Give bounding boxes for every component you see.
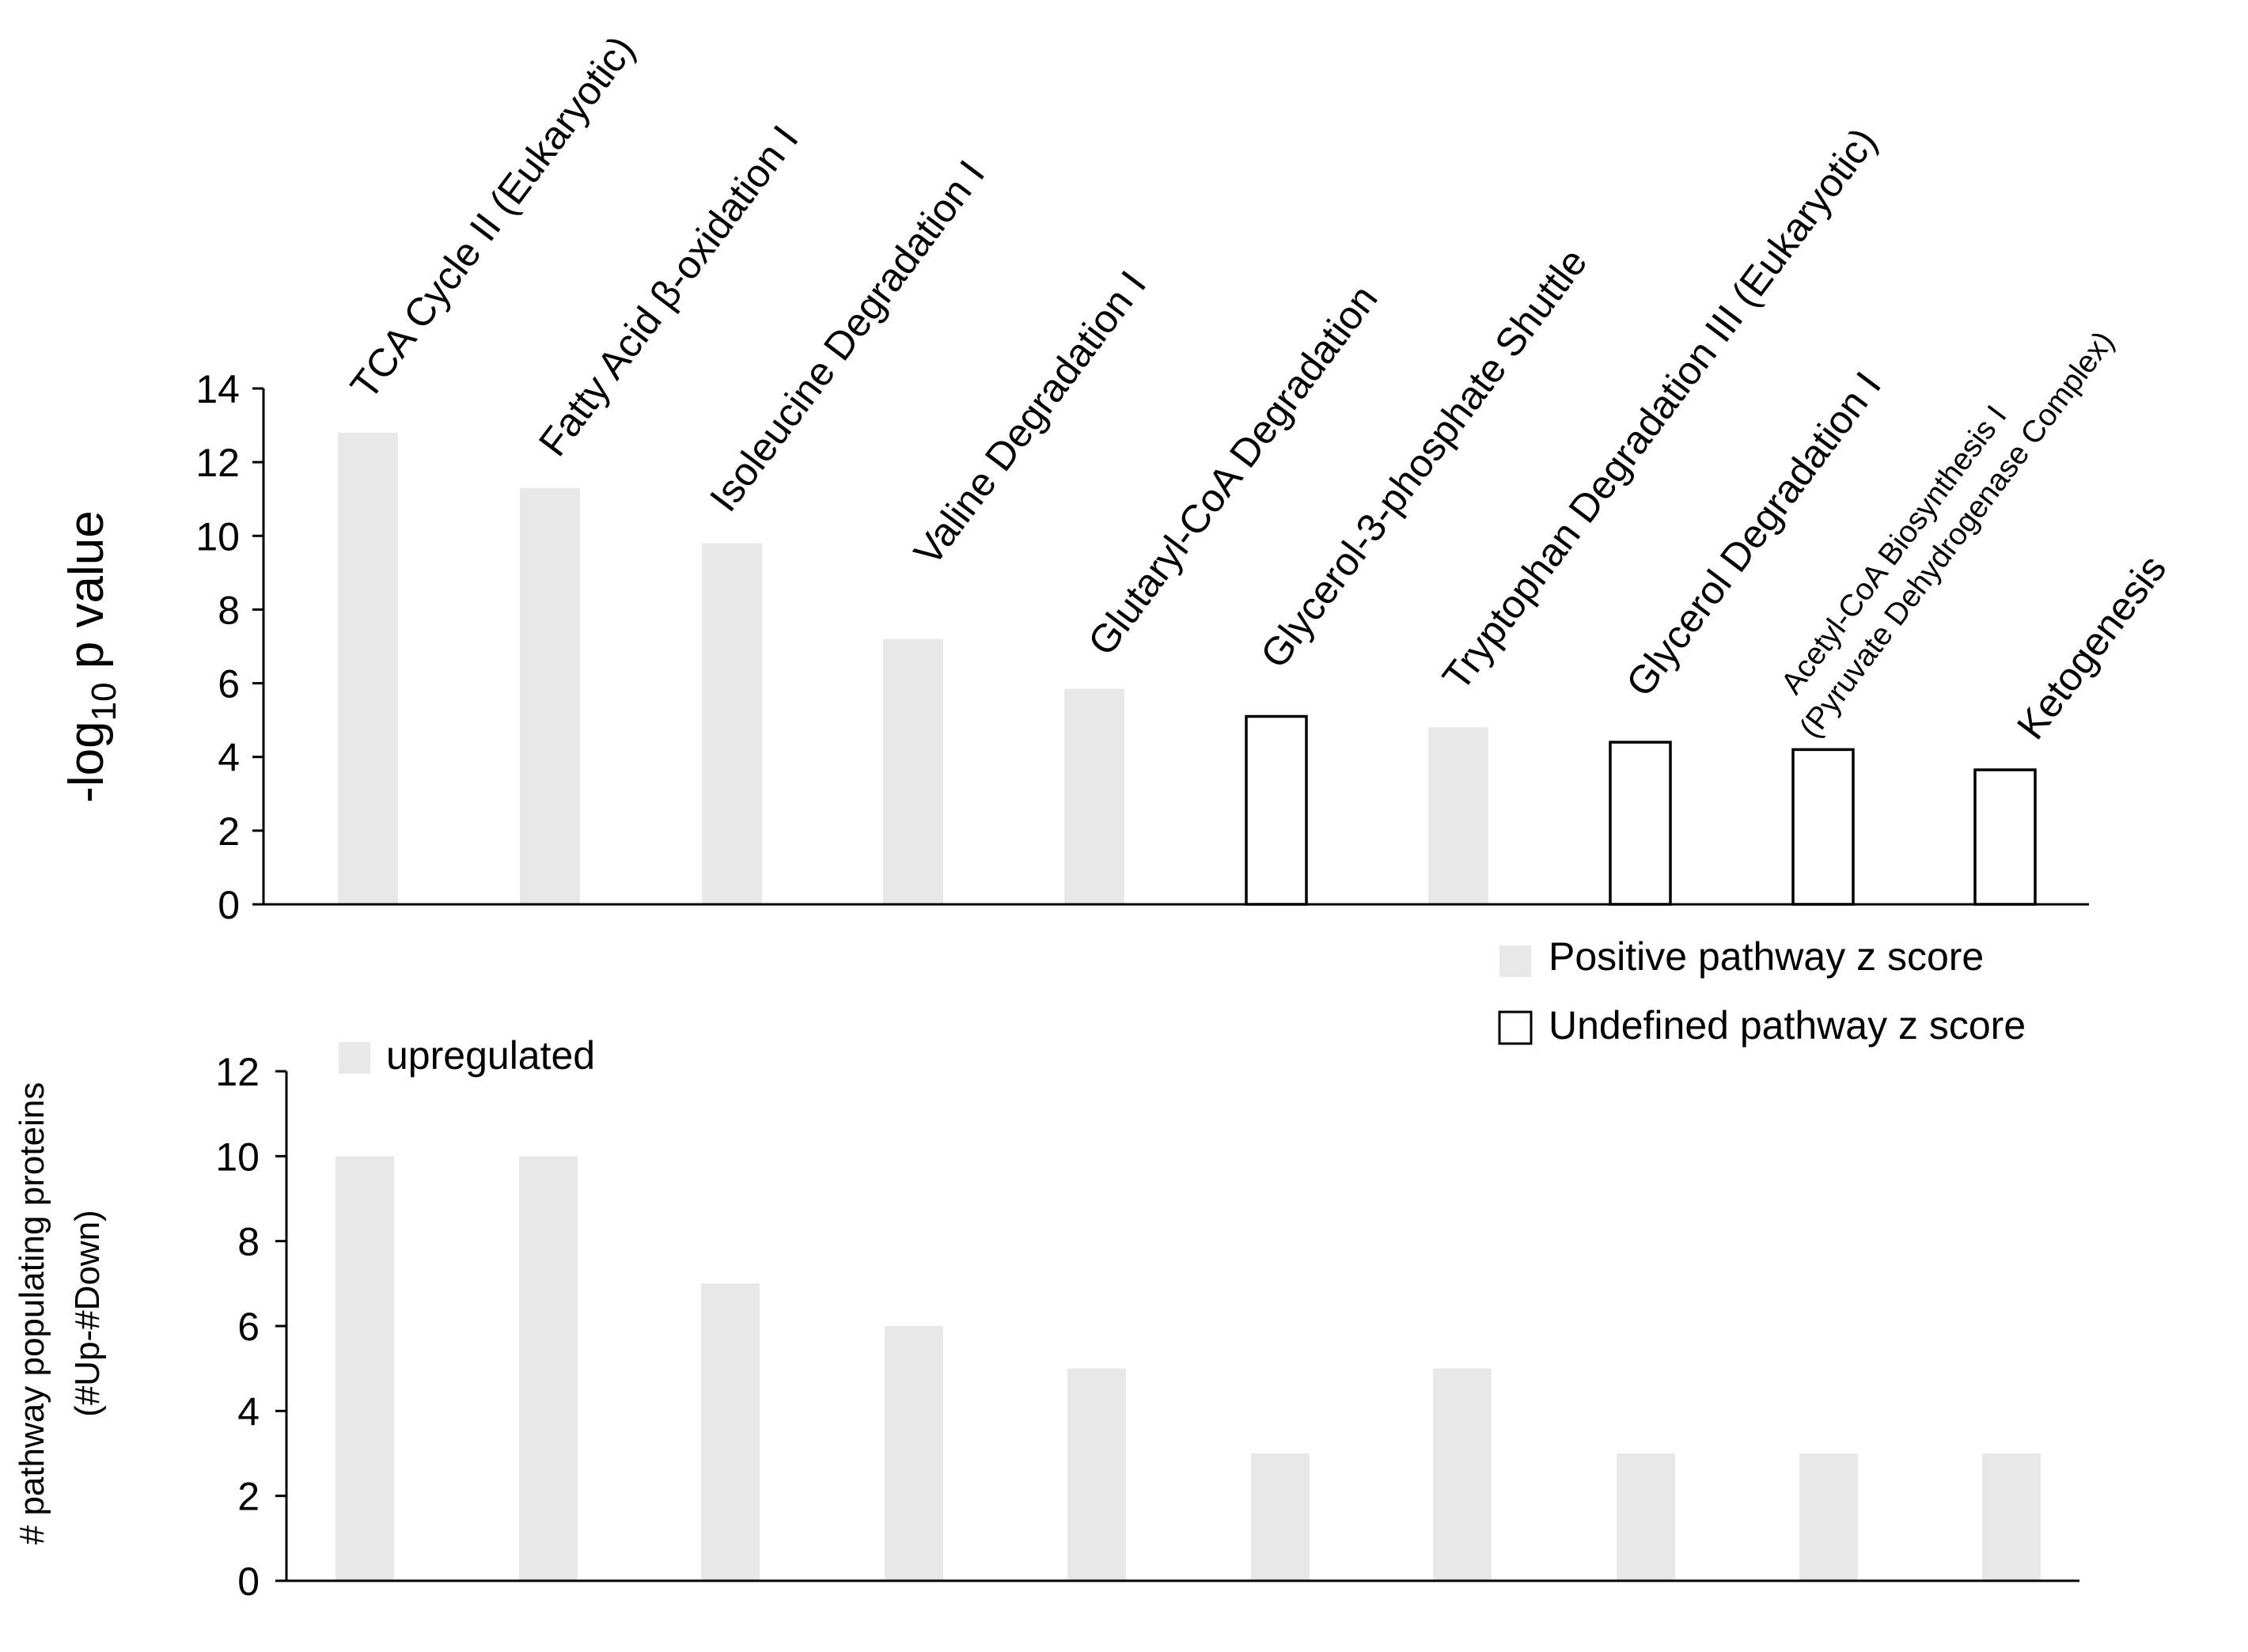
top-bar-4 (883, 638, 943, 904)
top-y-tick-label: 4 (218, 736, 240, 780)
top-category-label-6: Glycerol-3-phosphate Shuttle (1252, 241, 1595, 676)
top-bar-5 (1064, 688, 1124, 904)
top-category-labels: TCA Cycle II (Eukaryotic)Fatty Acid β-ox… (342, 28, 2174, 748)
top-bar-7 (1428, 727, 1488, 904)
top-category-label-4: Valine Degradation I (905, 263, 1154, 574)
bottom-y-tick-label: 6 (237, 1305, 260, 1349)
top-bar-9 (1791, 748, 1855, 906)
bottom-y-tick-label: 10 (215, 1135, 260, 1179)
top-bar-2 (520, 487, 580, 904)
top-y-tick-label: 2 (218, 809, 240, 854)
bottom-y-tick-label: 4 (237, 1389, 260, 1434)
bottom-bar-7 (1433, 1368, 1492, 1581)
legend-swatch-positive (1499, 945, 1531, 977)
top-bar-10 (1973, 768, 2037, 906)
top-y-tick-label: 12 (195, 441, 240, 485)
top-bar-8 (1609, 741, 1672, 906)
bottom-legend: upregulated (339, 1033, 595, 1078)
bottom-y-tick-label: 0 (237, 1559, 260, 1604)
bottom-bars (335, 1156, 2041, 1581)
top-category-label-7: Tryptophan Degradation III (Eukaryotic) (1434, 119, 1885, 698)
bottom-bar-5 (1067, 1368, 1126, 1581)
top-bars (338, 432, 2037, 906)
top-legend: Positive pathway z score Undefined pathw… (1498, 934, 2026, 1048)
bottom-y-axis-label-line1: # pathway populating proteins (13, 1082, 51, 1545)
legend-swatch-upregulated (339, 1042, 370, 1074)
bottom-y-tick-label: 8 (237, 1220, 260, 1264)
bottom-y-axis-ticks: 0 2 4 6 8 10 12 (215, 1050, 286, 1604)
legend-label-undefined: Undefined pathway z score (1549, 1003, 2026, 1048)
bottom-bar-1 (335, 1156, 394, 1581)
legend-swatch-undefined (1498, 1010, 1533, 1045)
top-y-tick-label: 10 (195, 514, 240, 559)
top-bar-3 (702, 543, 762, 904)
legend-label-upregulated: upregulated (386, 1033, 595, 1078)
bottom-bar-10 (1982, 1453, 2041, 1581)
bottom-bar-9 (1799, 1453, 1858, 1581)
legend-label-positive: Positive pathway z score (1549, 934, 1984, 979)
bottom-bar-6 (1251, 1453, 1310, 1581)
top-panel: 0 2 4 6 8 10 12 14 TCA Cycle II (Eukaryotic)Fat… (59, 28, 2174, 1048)
bottom-bar-3 (701, 1283, 760, 1581)
bottom-bar-8 (1617, 1453, 1675, 1581)
top-bar-1 (338, 432, 398, 904)
top-y-tick-label: 14 (195, 367, 240, 411)
top-y-tick-label: 0 (218, 883, 240, 927)
bottom-bar-4 (885, 1326, 943, 1581)
top-y-axis-ticks: 0 2 4 6 8 10 12 14 (195, 367, 263, 927)
bottom-y-tick-label: 12 (215, 1050, 260, 1094)
top-y-axis-label: -log10 p value (59, 510, 123, 803)
top-bar-6 (1245, 714, 1308, 906)
bottom-bar-2 (519, 1156, 578, 1581)
top-y-tick-label: 6 (218, 662, 240, 707)
bottom-y-axis-label-line2: (#Up-#Down) (68, 1210, 107, 1417)
top-category-label-10: Ketogenesis (2008, 547, 2174, 747)
bottom-y-tick-label: 2 (237, 1475, 260, 1519)
top-y-tick-label: 8 (218, 588, 240, 632)
